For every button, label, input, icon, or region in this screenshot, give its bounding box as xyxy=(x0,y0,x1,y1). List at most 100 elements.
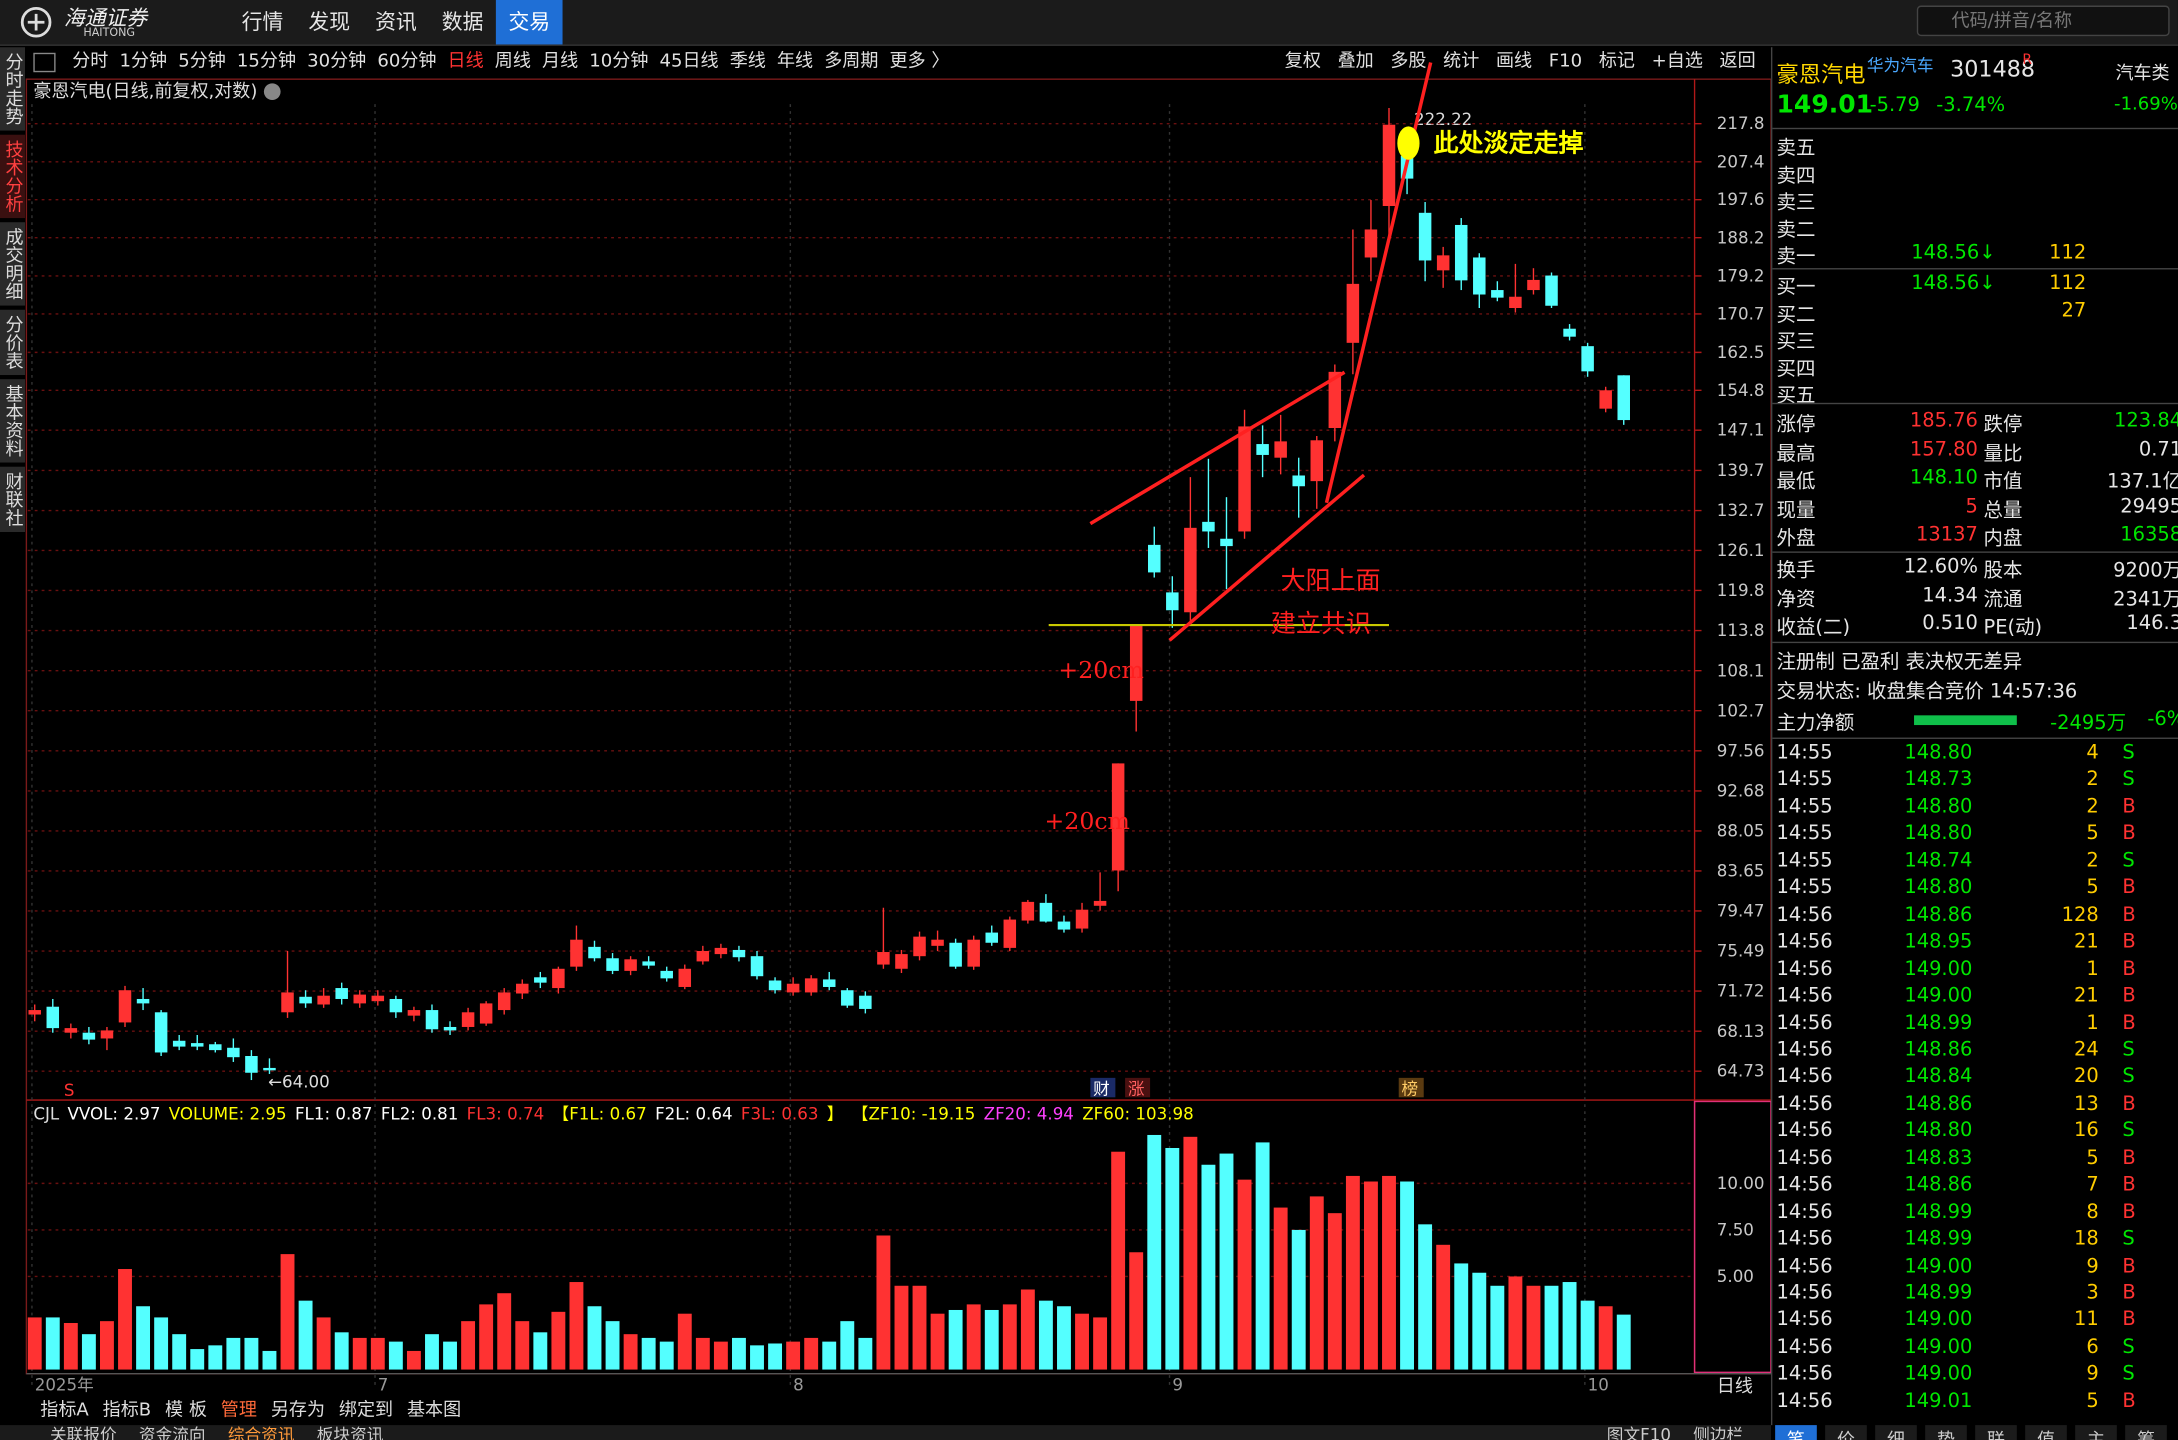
side-tab[interactable]: 基本资料 xyxy=(0,379,26,463)
period-tab[interactable]: 45日线 xyxy=(659,51,719,73)
y-tick-label: 88.05 xyxy=(1717,821,1765,840)
indicator-tab[interactable]: 指标B xyxy=(102,1400,152,1421)
period-tab[interactable]: 季线 xyxy=(729,51,766,73)
bottom-tab[interactable]: 资金流向 xyxy=(138,1425,206,1440)
tool-button[interactable]: F10 xyxy=(1548,51,1583,73)
period-tab[interactable]: 60分钟 xyxy=(377,51,437,73)
candle-body xyxy=(606,958,619,971)
tool-button[interactable]: 多股 xyxy=(1390,51,1427,73)
nav-tab[interactable]: 资讯 xyxy=(375,9,417,35)
bottom-tab[interactable]: 关联报价 xyxy=(50,1425,117,1440)
volume-bar xyxy=(1382,1175,1396,1370)
indicator-tab[interactable]: 管理 xyxy=(220,1400,257,1421)
side-tab[interactable]: 财联社 xyxy=(0,466,26,532)
indicator-tab[interactable]: 绑定到 xyxy=(338,1400,394,1421)
indicator-tab[interactable]: 模 板 xyxy=(165,1400,207,1421)
chart-frame xyxy=(25,78,1771,1375)
annotation: 大阳上面 xyxy=(1281,566,1381,595)
tool-button[interactable]: 叠加 xyxy=(1337,51,1374,73)
volume-bar xyxy=(1111,1151,1126,1370)
tick-volume: 1 xyxy=(2086,1011,2099,1035)
period-tab[interactable]: 更多 〉 xyxy=(889,51,950,73)
side-tab[interactable]: 技术分析 xyxy=(0,134,26,219)
stat-label: 收益(二) xyxy=(1776,616,1851,639)
highlight-dot xyxy=(1397,126,1420,160)
period-tab[interactable]: 日线 xyxy=(447,51,484,73)
toolbar-icon[interactable] xyxy=(33,52,56,73)
volume-bar xyxy=(659,1341,674,1370)
volume-bar xyxy=(63,1323,78,1370)
period-tab[interactable]: 1分钟 xyxy=(119,51,168,73)
tool-button[interactable]: 标记 xyxy=(1598,51,1635,73)
side-tabs: 分时走势技术分析成交明细分价表基本资料财联社 xyxy=(0,47,26,536)
bottom-tab[interactable]: 板块资讯 xyxy=(316,1425,384,1440)
side-tab[interactable]: 分时走势 xyxy=(0,47,26,131)
bottom-tab[interactable]: 综合资讯 xyxy=(227,1425,295,1440)
quote-tab[interactable]: 主 xyxy=(2075,1425,2117,1440)
candle-body xyxy=(1256,444,1269,455)
period-tab[interactable]: 月线 xyxy=(542,51,579,73)
side-tab[interactable]: 成交明细 xyxy=(0,222,26,306)
indicator-tab[interactable]: 指标A xyxy=(40,1400,89,1421)
tool-button[interactable]: +自选 xyxy=(1651,51,1703,73)
quote-tabs: 笔价细势联值主筹 xyxy=(1775,1425,2175,1440)
volume-bar xyxy=(226,1337,241,1370)
y-tick-label: 83.65 xyxy=(1717,861,1765,880)
indicator-tab[interactable]: 基本图 xyxy=(406,1400,462,1421)
volume-bar xyxy=(1057,1306,1071,1370)
change: -5.79 xyxy=(1869,94,1920,117)
stat-label: 量比 xyxy=(1983,442,2023,465)
nav-tab[interactable]: 发现 xyxy=(308,9,351,35)
period-tab[interactable]: 15分钟 xyxy=(236,51,297,73)
nav-tab[interactable]: 数据 xyxy=(441,9,484,35)
period-tab[interactable]: 5分钟 xyxy=(178,51,226,73)
volume-bar xyxy=(1490,1285,1505,1370)
side-tab[interactable]: 分价表 xyxy=(0,309,26,376)
trend-line xyxy=(1324,62,1433,504)
period-tab[interactable]: 30分钟 xyxy=(307,51,367,73)
quote-tab[interactable]: 细 xyxy=(1875,1425,1917,1440)
y-tick-label: 179.2 xyxy=(1717,267,1765,286)
high-label: 222.22 xyxy=(1414,110,1472,129)
period-tab[interactable]: 周线 xyxy=(494,51,531,73)
volume-bar xyxy=(515,1321,530,1370)
quote-tab[interactable]: 笔 xyxy=(1775,1425,1817,1440)
volume-bar xyxy=(1002,1304,1017,1370)
book-label: 买一 xyxy=(1776,276,1816,299)
tick-price: 148.99 xyxy=(1904,1200,1973,1224)
tool-button[interactable]: 画线 xyxy=(1495,51,1533,73)
quote-tab[interactable]: 价 xyxy=(1825,1425,1867,1440)
volume-axis-box xyxy=(1693,1100,1771,1374)
candle-body xyxy=(624,959,637,971)
volume-bar xyxy=(894,1285,909,1370)
quote-tab[interactable]: 筹 xyxy=(2125,1425,2167,1440)
stat-value: 5 xyxy=(1965,495,1978,518)
candle-body xyxy=(1148,544,1161,573)
nav-tab[interactable]: 交易 xyxy=(495,0,563,45)
candle-body xyxy=(209,1044,222,1051)
bottom-tab[interactable]: 图文F10 xyxy=(1606,1425,1671,1440)
quote-tab[interactable]: 联 xyxy=(1975,1425,2017,1440)
period-tab[interactable]: 分时 xyxy=(72,51,109,73)
period-tab[interactable]: 多周期 xyxy=(824,51,879,73)
divider xyxy=(1772,737,2178,739)
quote-tab[interactable]: 值 xyxy=(2025,1425,2067,1440)
period-tab[interactable]: 年线 xyxy=(776,51,814,73)
indicator-tab[interactable]: 另存为 xyxy=(270,1400,326,1421)
volume-bar xyxy=(858,1337,873,1370)
tick-side: B xyxy=(2122,876,2136,900)
candle-body xyxy=(1473,257,1486,295)
quote-tab[interactable]: 势 xyxy=(1925,1425,1967,1440)
tool-button[interactable]: 统计 xyxy=(1443,51,1480,73)
tool-button[interactable]: 返回 xyxy=(1719,51,1756,73)
volume-bar xyxy=(768,1343,783,1370)
book-label: 买二 xyxy=(1776,303,1816,326)
x-tick-label: 10 xyxy=(1588,1375,1609,1394)
bottom-tab[interactable]: 侧边栏 xyxy=(1693,1425,1744,1440)
period-tab[interactable]: 10分钟 xyxy=(589,51,649,73)
search-box[interactable]: 代码/拼音/名称 xyxy=(1916,5,2170,37)
tool-button[interactable]: 复权 xyxy=(1284,51,1321,73)
divider xyxy=(1772,551,2178,553)
candle-body xyxy=(353,994,367,1004)
nav-tab[interactable]: 行情 xyxy=(241,9,284,35)
